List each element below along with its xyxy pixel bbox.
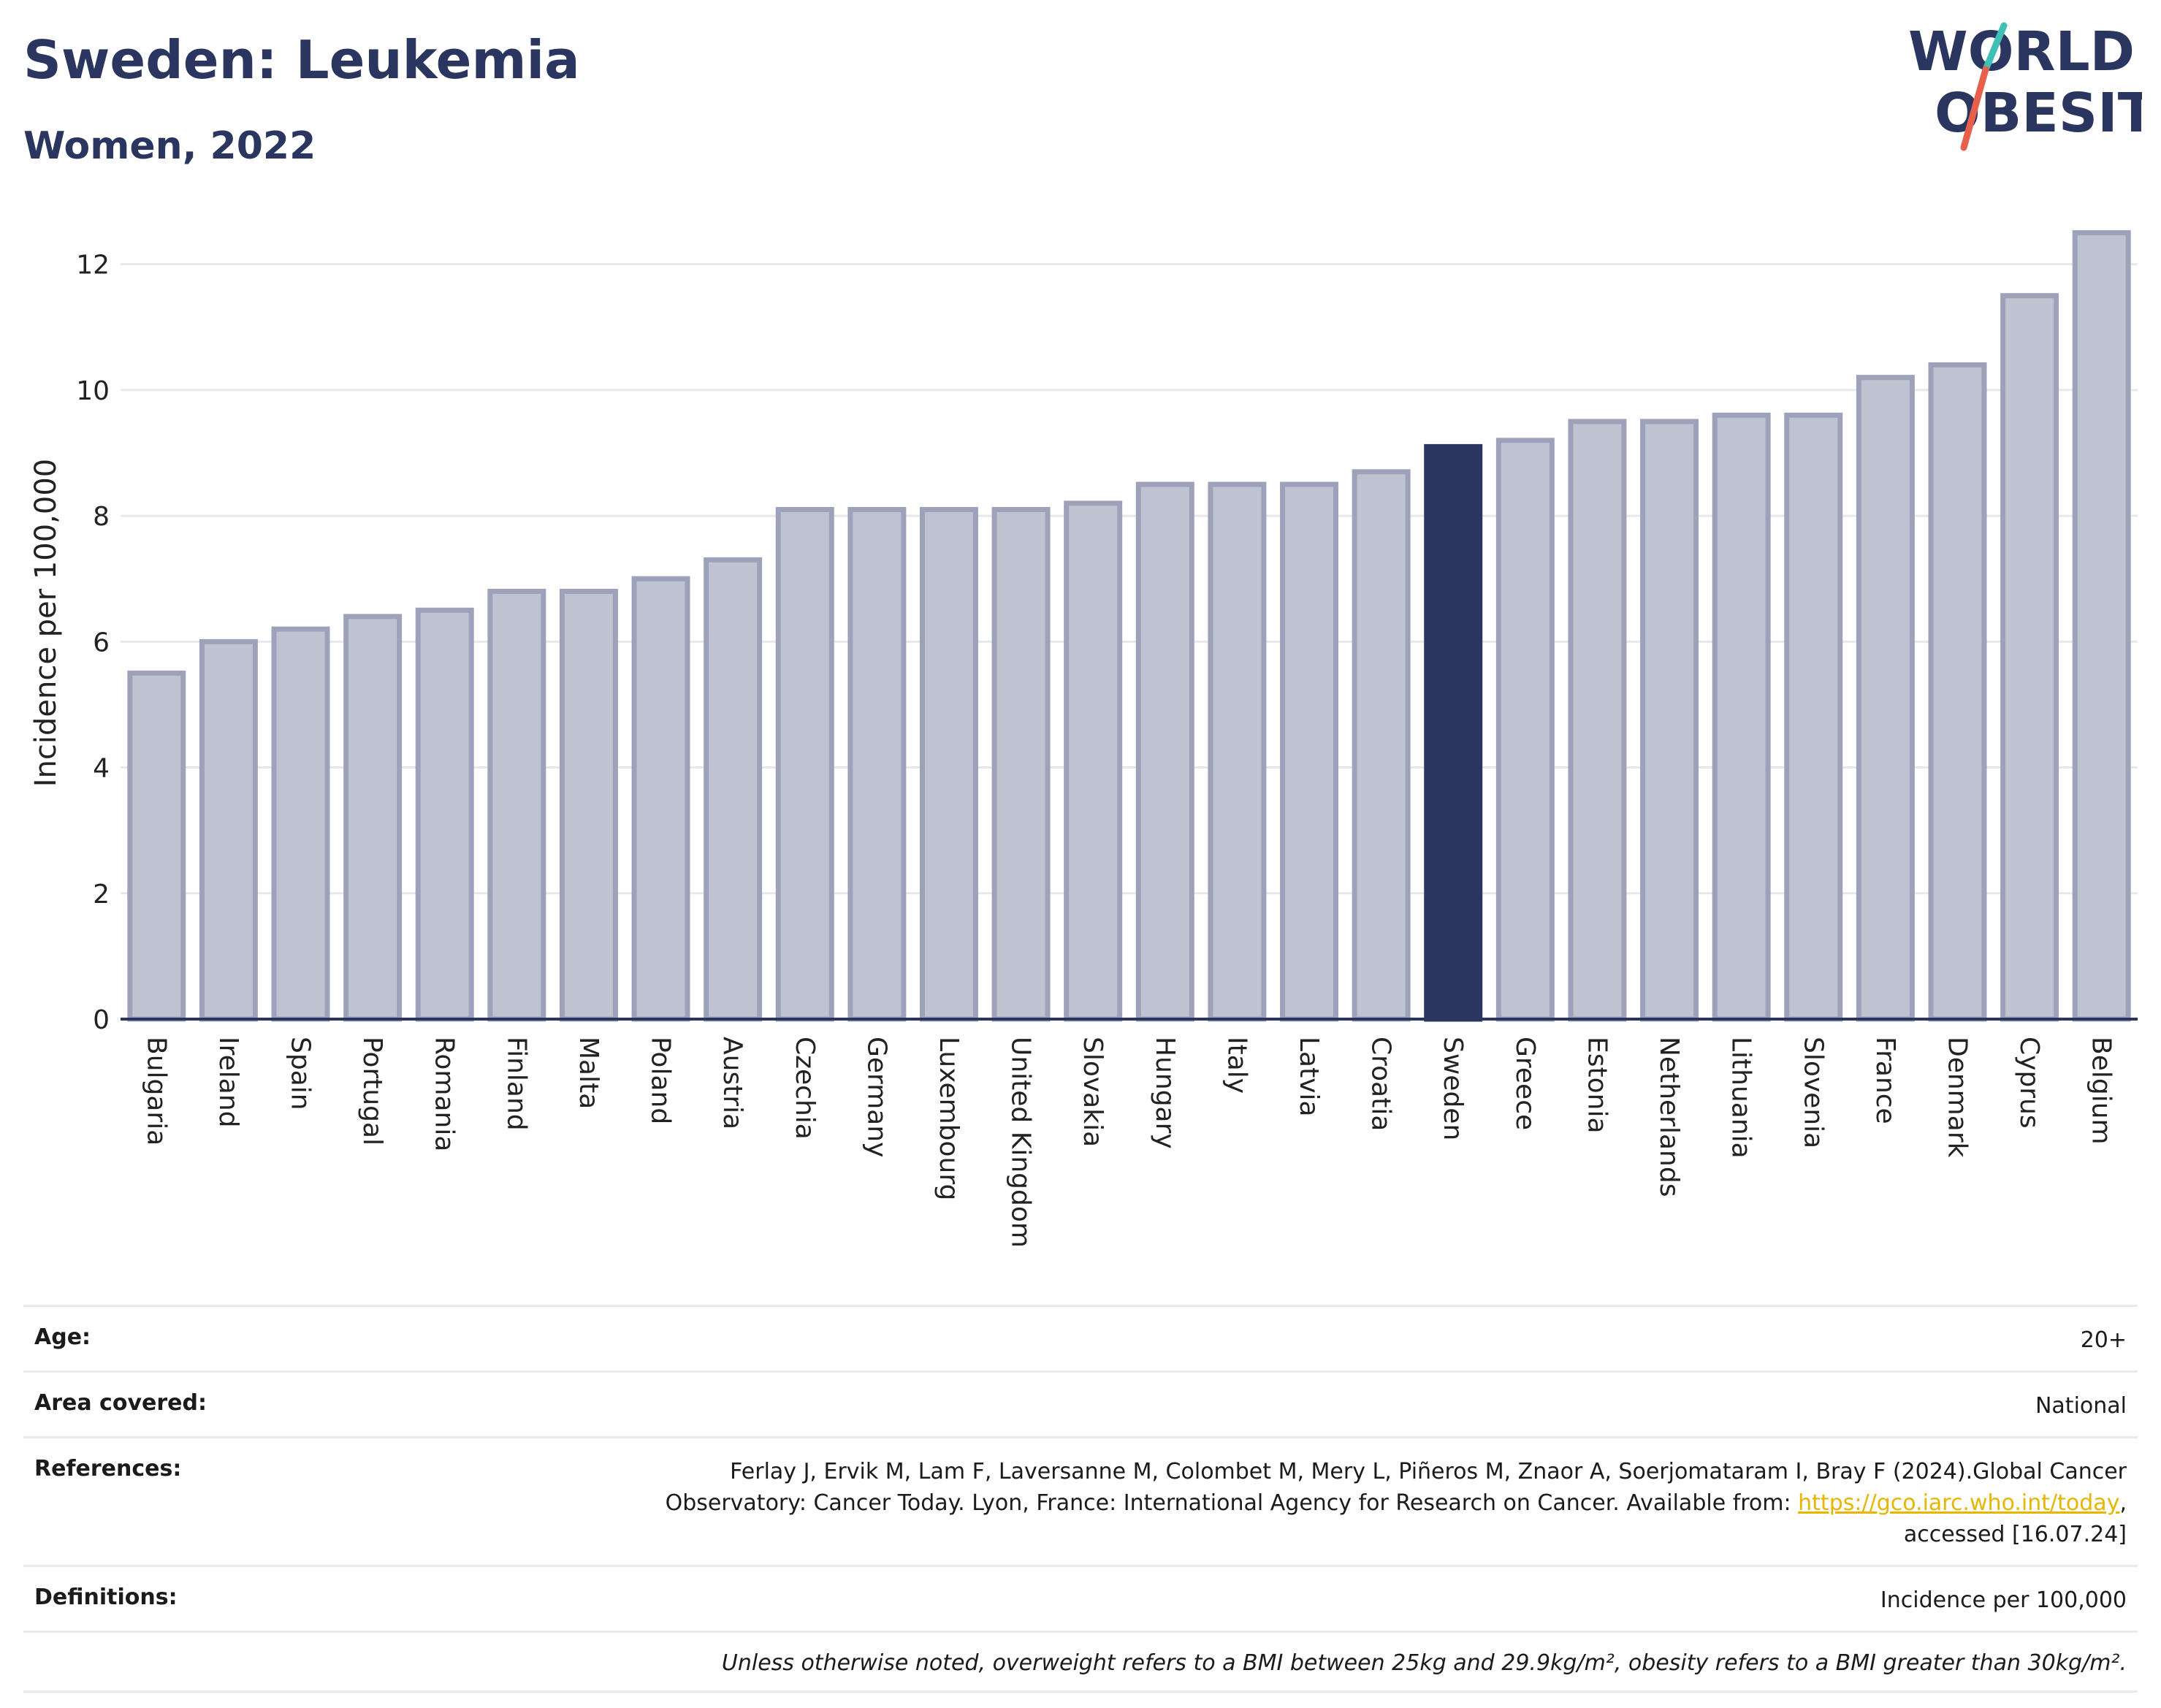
bar xyxy=(2072,230,2131,1022)
info-row-definitions: Definitions: Incidence per 100,000 xyxy=(23,1565,2138,1631)
bars xyxy=(127,230,2131,1022)
logo-slash-coral xyxy=(1960,66,1989,151)
bar xyxy=(127,670,186,1022)
definitions-label: Definitions: xyxy=(34,1585,178,1610)
bar xyxy=(847,507,907,1022)
x-tick-label: Austria xyxy=(717,1037,747,1129)
x-tick-label: Malta xyxy=(573,1037,603,1109)
x-tick-label: Spain xyxy=(286,1037,316,1110)
bar xyxy=(1280,481,1339,1022)
y-axis-title: Incidence per 100,000 xyxy=(29,459,63,788)
x-tick-label: Latvia xyxy=(1294,1037,1324,1117)
y-tick-label: 2 xyxy=(93,880,110,910)
x-tick-label: Lithuania xyxy=(1726,1037,1756,1159)
y-tick-label: 4 xyxy=(93,754,110,784)
x-tick-label: Denmark xyxy=(1942,1037,1972,1158)
x-tick-label: Slovenia xyxy=(1798,1037,1828,1148)
bar xyxy=(271,626,330,1022)
area-value: National xyxy=(2035,1393,2127,1419)
bar xyxy=(775,507,834,1022)
bmi-note: Unless otherwise noted, overweight refer… xyxy=(721,1650,2127,1676)
x-tick-label: Poland xyxy=(646,1037,676,1124)
chart-title: Sweden: Leukemia xyxy=(23,29,580,91)
bar-chart: 0 2 4 6 8 10 12 Bulgaria Ireland Spain Portugal Ro… xyxy=(29,230,2138,1248)
x-tick-label: United Kingdom xyxy=(1006,1037,1036,1248)
x-tick-label: Sweden xyxy=(1438,1037,1468,1140)
x-tick-label: Cyprus xyxy=(2014,1037,2044,1129)
x-tick-labels: Bulgaria Ireland Spain Portugal Romania Finla… xyxy=(141,1037,2116,1248)
bar xyxy=(1495,438,1555,1022)
info-row-age: Age: 20+ xyxy=(23,1305,2138,1370)
logo-line-1: WORLD xyxy=(1908,22,2135,83)
bar xyxy=(1856,375,1915,1022)
bar xyxy=(1135,481,1194,1022)
area-label: Area covered: xyxy=(34,1390,207,1416)
bar xyxy=(919,507,978,1022)
chart-subtitle: Women, 2022 xyxy=(23,124,316,168)
x-tick-label: Estonia xyxy=(1582,1037,1612,1134)
references-text: Ferlay J, Ervik M, Lam F, Laversanne M, … xyxy=(607,1456,2127,1550)
age-label: Age: xyxy=(34,1324,91,1350)
references-body: Ferlay J, Ervik M, Lam F, Laversanne M, … xyxy=(665,1459,2127,1516)
x-tick-label: Ireland xyxy=(213,1037,243,1128)
x-tick-label: Romania xyxy=(430,1037,460,1151)
bar xyxy=(1928,362,1987,1022)
definitions-value: Incidence per 100,000 xyxy=(1880,1587,2127,1613)
x-tick-label: Netherlands xyxy=(1654,1037,1684,1197)
references-suffix: , accessed [16.07.24] xyxy=(1903,1490,2127,1547)
bar xyxy=(1784,412,1843,1022)
x-tick-label: Portugal xyxy=(357,1037,387,1145)
bar xyxy=(1568,419,1627,1022)
bar xyxy=(1208,481,1267,1022)
x-tick-label: Hungary xyxy=(1150,1037,1180,1149)
bar xyxy=(343,614,403,1022)
x-tick-label: Italy xyxy=(1221,1037,1251,1094)
bar xyxy=(1640,419,1699,1022)
bar xyxy=(415,607,474,1022)
x-tick-label: Germany xyxy=(861,1037,891,1157)
y-tick-label: 6 xyxy=(93,628,110,657)
references-link[interactable]: https://gco.iarc.who.int/today xyxy=(1798,1490,2120,1516)
x-tick-label: Slovakia xyxy=(1078,1037,1108,1147)
y-tick-label: 8 xyxy=(93,502,110,532)
bar xyxy=(631,576,690,1022)
bar xyxy=(1712,412,1771,1022)
info-table: Age: 20+ Area covered: National Referenc… xyxy=(23,1305,2138,1693)
info-row-references: References: Ferlay J, Ervik M, Lam F, La… xyxy=(23,1436,2138,1565)
bar xyxy=(1064,500,1123,1022)
bar xyxy=(2000,293,2059,1022)
age-value: 20+ xyxy=(2080,1327,2127,1353)
x-tick-label: Finland xyxy=(501,1037,531,1131)
x-tick-label: Greece xyxy=(1510,1037,1540,1130)
y-tick-label: 10 xyxy=(76,376,110,406)
y-tick-label: 12 xyxy=(76,251,110,281)
bar xyxy=(559,588,618,1022)
x-tick-label: Bulgaria xyxy=(141,1037,171,1145)
x-tick-label: Croatia xyxy=(1366,1037,1396,1131)
x-tick-label: Belgium xyxy=(2086,1037,2116,1145)
bar xyxy=(704,557,763,1022)
bar xyxy=(487,588,546,1022)
x-tick-label: France xyxy=(1870,1037,1900,1124)
x-tick-label: Czechia xyxy=(790,1037,820,1140)
world-obesity-logo: WORLD OBESITY xyxy=(1908,22,2142,151)
info-row-note: Unless otherwise noted, overweight refer… xyxy=(23,1631,2138,1693)
bar xyxy=(991,507,1051,1022)
references-label: References: xyxy=(34,1456,182,1482)
bar-highlighted xyxy=(1424,443,1483,1022)
y-tick-labels: 0 2 4 6 8 10 12 xyxy=(76,251,110,1035)
info-row-area: Area covered: National xyxy=(23,1370,2138,1436)
y-tick-label: 0 xyxy=(93,1005,110,1035)
bar xyxy=(1352,469,1411,1022)
bar xyxy=(199,638,258,1022)
logo-slash-teal xyxy=(1982,22,2008,73)
x-tick-label: Luxembourg xyxy=(934,1037,964,1200)
